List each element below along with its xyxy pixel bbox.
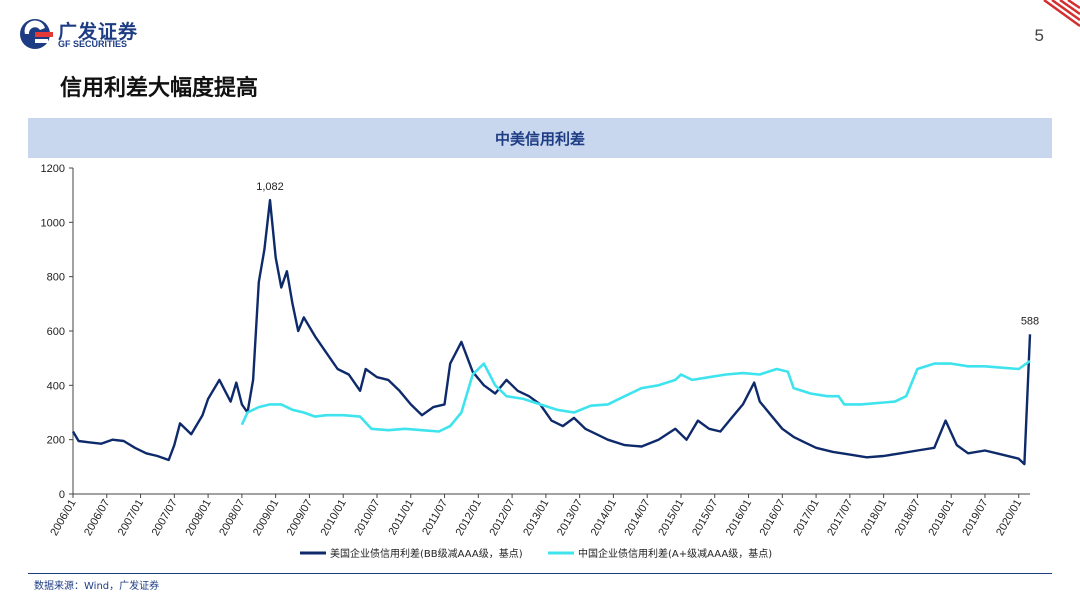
chart-title-band: 中美信用利差 — [28, 118, 1052, 158]
x-tick-label: 2008/01 — [183, 498, 213, 538]
data-source: 数据来源：Wind，广发证券 — [34, 581, 160, 592]
x-tick-label: 2020/01 — [994, 498, 1024, 538]
y-tick-label: 200 — [47, 435, 65, 447]
x-tick-label: 2009/01 — [251, 498, 281, 538]
x-tick-label: 2019/01 — [927, 498, 957, 538]
x-tick-label: 2011/07 — [420, 498, 450, 538]
x-tick-label: 2012/01 — [454, 497, 484, 537]
x-tick-label: 2006/07 — [82, 498, 112, 538]
x-tick-label: 2018/07 — [893, 498, 923, 538]
x-tick-label: 2007/01 — [116, 498, 146, 538]
corner-stripes-icon — [1000, 0, 1080, 32]
x-tick-label: 2016/07 — [758, 498, 788, 538]
x-tick-label: 2008/07 — [217, 498, 247, 538]
x-tick-label: 2018/01 — [859, 498, 889, 538]
x-tick-label: 2009/07 — [285, 498, 315, 538]
x-tick-label: 2007/07 — [150, 498, 180, 538]
logo-text-en: GF SECURITIES — [58, 39, 128, 49]
y-tick-label: 600 — [47, 326, 65, 338]
us-spread-line — [71, 198, 1032, 466]
x-tick-label: 2010/01 — [319, 498, 349, 538]
x-tick-label: 2015/01 — [656, 498, 686, 538]
cn-spread-line — [240, 359, 1031, 433]
x-tick-label: 2011/01 — [386, 498, 416, 538]
x-tick-label: 2016/01 — [724, 498, 754, 538]
gf-logo-icon — [20, 19, 53, 49]
y-tick-label: 1200 — [41, 163, 65, 175]
x-tick-label: 2019/07 — [960, 498, 990, 538]
x-tick-label: 2006/01 — [48, 498, 78, 538]
x-tick-label: 2013/07 — [555, 498, 585, 538]
y-tick-label: 400 — [47, 380, 65, 392]
y-tick-label: 0 — [59, 489, 65, 501]
data-label: 588 — [1021, 315, 1039, 327]
data-label: 1,082 — [256, 181, 284, 193]
x-tick-label: 2010/07 — [352, 498, 382, 538]
x-tick-label: 2014/01 — [589, 498, 619, 538]
y-tick-label: 1000 — [41, 217, 65, 229]
x-tick-label: 2017/07 — [825, 498, 855, 538]
page-number: 5 — [1034, 26, 1044, 45]
legend-label: 美国企业债信用利差(BB级减AAA级，基点) — [330, 547, 523, 560]
x-tick-label: 2012/07 — [487, 498, 517, 538]
page-title: 信用利差大幅度提高 — [60, 76, 259, 101]
x-tick-label: 2013/01 — [521, 498, 551, 538]
legend-label: 中国企业债信用利差(A+级减AAA级，基点) — [578, 547, 772, 560]
x-tick-label: 2014/07 — [623, 498, 653, 538]
y-tick-label: 800 — [47, 272, 65, 284]
x-tick-label: 2017/01 — [791, 498, 821, 538]
chart-title: 中美信用利差 — [494, 129, 585, 148]
source-divider — [28, 573, 1052, 574]
logo-text-cn: 广发证券 — [58, 21, 139, 43]
x-tick-label: 2015/07 — [690, 498, 720, 538]
company-logo: 广发证券 GF SECURITIES — [18, 14, 148, 54]
